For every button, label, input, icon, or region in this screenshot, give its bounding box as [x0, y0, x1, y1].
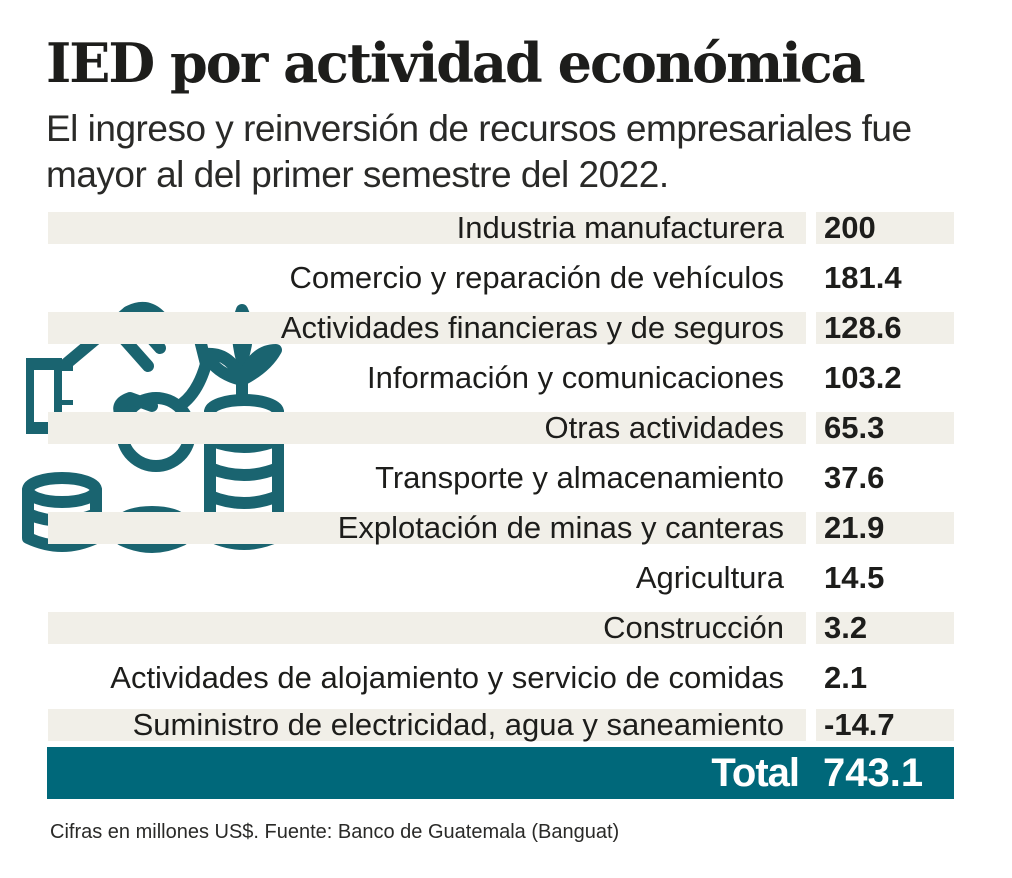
row-value: 14.5: [824, 560, 885, 595]
row-value: 103.2: [824, 360, 902, 395]
row-label: Información y comunicaciones: [367, 360, 784, 395]
table-row: Otras actividades 65.3: [48, 412, 954, 444]
table-row: Agricultura 14.5: [48, 562, 954, 594]
row-label: Actividades financieras y de seguros: [48, 312, 806, 344]
row-value: 65.3: [816, 412, 954, 444]
row-value: 128.6: [816, 312, 954, 344]
row-value: -14.7: [816, 709, 954, 741]
row-label: Comercio y reparación de vehículos: [289, 260, 784, 295]
row-label: Transporte y almacenamiento: [375, 460, 784, 495]
row-label: Construcción: [48, 612, 806, 644]
chart-title: IED por actividad económica: [46, 31, 866, 95]
row-value: 37.6: [824, 460, 885, 495]
total-label: Total: [711, 751, 800, 795]
row-value: 3.2: [816, 612, 954, 644]
chart-subtitle: El ingreso y reinversión de recursos emp…: [46, 108, 912, 195]
row-label: Otras actividades: [48, 412, 806, 444]
table-row: Actividades financieras y de seguros 128…: [48, 312, 954, 344]
row-label: Suministro de electricidad, agua y sanea…: [48, 709, 806, 741]
row-value: 181.4: [824, 260, 902, 295]
row-value: 21.9: [816, 512, 954, 544]
total-row: Total 743.1: [47, 747, 954, 799]
source-footer: Cifras en millones US$. Fuente: Banco de…: [50, 821, 620, 843]
table-row: Explotación de minas y canteras 21.9: [48, 512, 954, 544]
table-row: Suministro de electricidad, agua y sanea…: [48, 709, 954, 741]
table-row: Actividades de alojamiento y servicio de…: [48, 662, 954, 694]
table-row: Información y comunicaciones 103.2: [48, 362, 954, 394]
row-value: 200: [816, 212, 954, 244]
row-label: Industria manufacturera: [48, 212, 806, 244]
table-row: Comercio y reparación de vehículos 181.4: [48, 262, 954, 294]
row-label: Agricultura: [635, 560, 784, 595]
row-value: 2.1: [824, 660, 868, 695]
table-row: Industria manufacturera 200: [48, 212, 954, 244]
row-label: Actividades de alojamiento y servicio de…: [110, 660, 784, 695]
table-row: Transporte y almacenamiento 37.6: [48, 462, 954, 494]
total-value: 743.1: [823, 751, 924, 795]
row-label: Explotación de minas y canteras: [48, 512, 806, 544]
table-row: Construcción 3.2: [48, 612, 954, 644]
